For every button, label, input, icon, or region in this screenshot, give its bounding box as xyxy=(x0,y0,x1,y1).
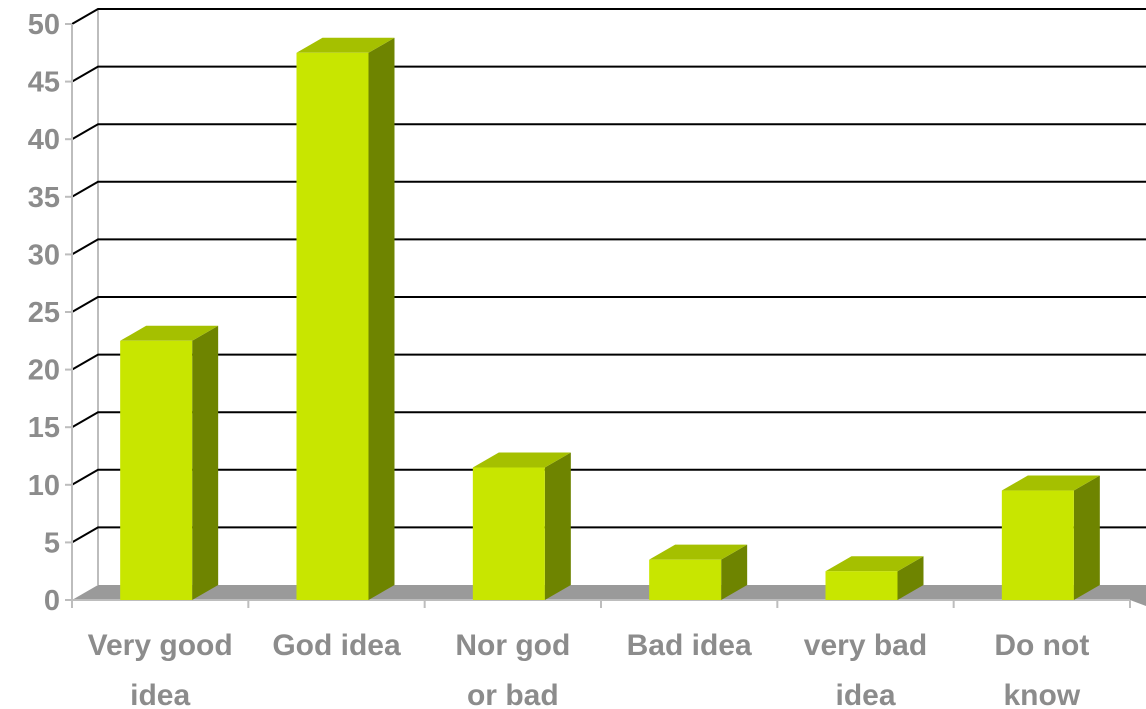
floor xyxy=(72,585,1146,606)
x-category-labels: Very good idea God idea Nor god or bad Bad id… xyxy=(88,629,1090,709)
bar-top xyxy=(296,37,395,53)
y-tick-label: 20 xyxy=(28,355,60,387)
bar xyxy=(1001,475,1100,600)
x-category-label-line: know xyxy=(1003,679,1080,709)
x-category-label-line: very bad xyxy=(804,629,927,662)
x-category-label: God idea xyxy=(272,629,401,662)
bar-front xyxy=(825,571,898,600)
gridline xyxy=(71,411,1146,429)
bar xyxy=(120,325,219,600)
gridline xyxy=(71,353,1146,371)
bar-side xyxy=(192,325,219,600)
bar-front xyxy=(296,52,369,601)
gridline xyxy=(71,8,1146,25)
gridline xyxy=(71,65,1146,83)
x-category-label: Bad idea xyxy=(627,629,752,662)
bar-side xyxy=(721,544,748,600)
y-axis xyxy=(65,23,1131,608)
bar xyxy=(649,544,748,600)
bars xyxy=(120,37,1100,601)
bar-front xyxy=(1001,490,1074,600)
y-tick-label: 0 xyxy=(44,585,60,617)
chart-floor xyxy=(72,585,1146,606)
bar-top xyxy=(649,544,748,560)
gridline xyxy=(71,238,1146,256)
bar-top xyxy=(472,452,571,468)
y-tick-label: 10 xyxy=(28,470,60,502)
y-tick-labels: 0 5 10 15 20 25 30 35 40 45 50 xyxy=(28,9,60,617)
bar-side xyxy=(368,37,395,601)
gridline xyxy=(71,180,1146,198)
x-category-label: Very good idea xyxy=(88,629,233,709)
bar-top xyxy=(120,325,219,341)
x-category-label-line: Nor god xyxy=(455,629,570,662)
y-tick-label: 15 xyxy=(28,412,60,444)
bar-top xyxy=(1001,475,1100,491)
bar-side xyxy=(1073,475,1100,600)
y-tick-label: 25 xyxy=(28,297,60,329)
y-tick-label: 40 xyxy=(28,124,60,156)
y-tick-label: 45 xyxy=(28,67,60,99)
x-category-label: very bad idea xyxy=(804,629,927,709)
gridline xyxy=(71,468,1146,486)
y-tick-label: 50 xyxy=(28,9,60,41)
gridline xyxy=(71,296,1146,313)
y-tick-label: 5 xyxy=(44,527,60,559)
bar-front xyxy=(472,467,545,600)
bar-top xyxy=(825,556,924,572)
x-category-label-line: Do not xyxy=(994,629,1089,662)
y-tick-label: 30 xyxy=(28,239,60,271)
x-category-label-line: Very good xyxy=(88,629,233,662)
bar-side xyxy=(897,556,924,600)
y-tick-label: 35 xyxy=(28,182,60,214)
gridlines xyxy=(71,8,1146,544)
gridline xyxy=(71,123,1146,141)
bar-front xyxy=(120,340,193,600)
x-category-label: Do not know xyxy=(994,629,1089,709)
bar xyxy=(825,556,924,600)
x-category-label-line: Bad idea xyxy=(627,629,752,662)
bar xyxy=(472,452,571,600)
x-category-label-line: idea xyxy=(835,679,895,709)
bar-side xyxy=(544,452,571,600)
bar xyxy=(296,37,395,601)
x-category-label-line: or bad xyxy=(467,679,559,709)
x-category-label-line: idea xyxy=(130,679,190,709)
gridline xyxy=(71,526,1146,544)
x-category-label-line: God idea xyxy=(272,629,401,662)
bar-front xyxy=(649,559,722,600)
x-category-label: Nor god or bad xyxy=(455,629,570,709)
